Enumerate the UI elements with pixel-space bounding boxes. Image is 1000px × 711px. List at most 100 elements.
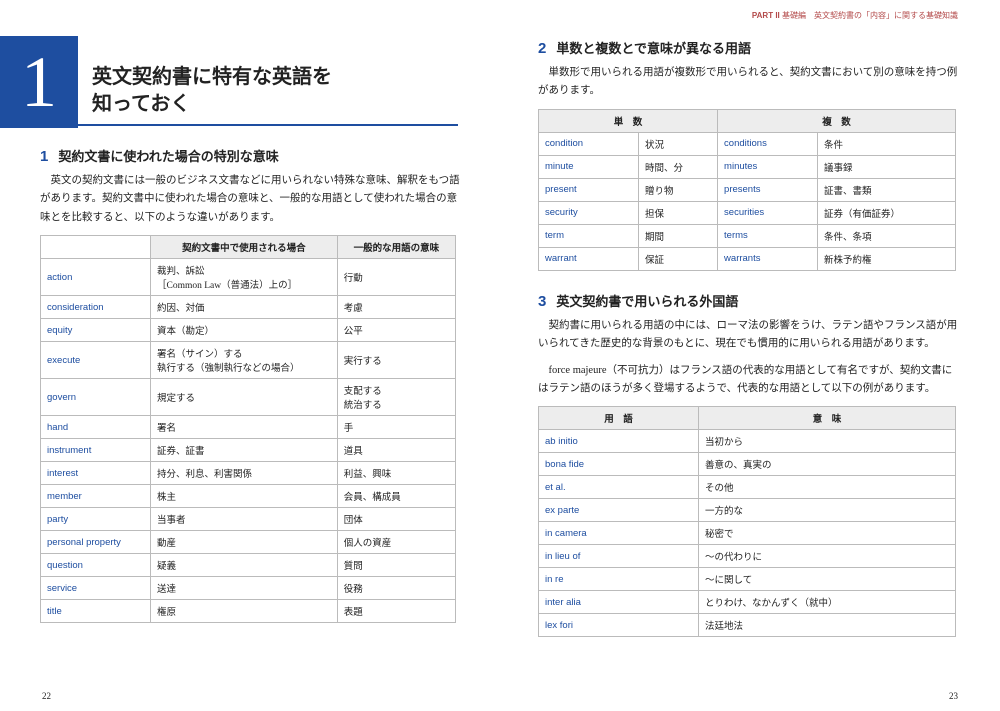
table1-c2: 表題 — [337, 600, 455, 623]
table1-term: govern — [41, 379, 151, 416]
table3-term: in lieu of — [539, 545, 699, 568]
table-row: hand署名手 — [41, 416, 456, 439]
table3-h1: 意 味 — [699, 407, 956, 430]
table2-p-term: minutes — [718, 155, 818, 178]
table2-s-term: present — [539, 178, 639, 201]
table-row: in lieu of～の代わりに — [539, 545, 956, 568]
table1-c1: 当事者 — [151, 508, 338, 531]
table3-mean: 一方的な — [699, 499, 956, 522]
table-row: minute時間、分minutes議事録 — [539, 155, 956, 178]
table-row: govern規定する支配する統治する — [41, 379, 456, 416]
table3-term: inter alia — [539, 591, 699, 614]
table1-c2: 公平 — [337, 319, 455, 342]
table-row: member株主会員、構成員 — [41, 485, 456, 508]
table1-term: instrument — [41, 439, 151, 462]
section-3-header: 3 英文契約書で用いられる外国語 — [538, 291, 958, 311]
table1-term: consideration — [41, 296, 151, 319]
table3-mean: ～に関して — [699, 568, 956, 591]
table1-c1: 署名（サイン）する執行する（強制執行などの場合） — [151, 342, 338, 379]
table1-h0 — [41, 236, 151, 259]
table1-h2: 一般的な用語の意味 — [337, 236, 455, 259]
table-row: inter aliaとりわけ、なかんずく（就中） — [539, 591, 956, 614]
table1-c1: 裁判、訴訟［Common Law（普通法）上の］ — [151, 259, 338, 296]
table1-c2: 利益、興味 — [337, 462, 455, 485]
table1-c1: 持分、利息、利害関係 — [151, 462, 338, 485]
table-row: lex fori法廷地法 — [539, 614, 956, 637]
table-sec2: 単 数複 数condition状況conditions条件minute時間、分m… — [538, 109, 956, 271]
table-row: instrument証券、証書道具 — [41, 439, 456, 462]
table2-s-mean: 贈り物 — [639, 178, 718, 201]
table1-term: interest — [41, 462, 151, 485]
table1-c2: 道具 — [337, 439, 455, 462]
table2-s-term: warrant — [539, 247, 639, 270]
section-3-para1: 契約書に用いられる用語の中には、ローマ法の影響をうけ、ラテン語やフランス語が用い… — [538, 317, 958, 354]
table-row: et al.その他 — [539, 476, 956, 499]
table-row: security担保securities証券（有価証券） — [539, 201, 956, 224]
table2-p-mean: 条件 — [818, 132, 956, 155]
table1-c1: 約因、対価 — [151, 296, 338, 319]
table1-c1: 疑義 — [151, 554, 338, 577]
table1-term: question — [41, 554, 151, 577]
chapter-title-line2: 知っておく — [92, 93, 190, 115]
running-part: PART II — [752, 11, 780, 20]
table-row: condition状況conditions条件 — [539, 132, 956, 155]
table2-p-mean: 証書、書類 — [818, 178, 956, 201]
table2-h-plur: 複 数 — [718, 109, 956, 132]
table2-s-term: condition — [539, 132, 639, 155]
section-3-title: 英文契約書で用いられる外国語 — [556, 294, 738, 309]
table1-term: member — [41, 485, 151, 508]
table2-s-mean: 状況 — [639, 132, 718, 155]
table2-p-mean: 議事録 — [818, 155, 956, 178]
table-row: title権原表題 — [41, 600, 456, 623]
table1-c1: 送達 — [151, 577, 338, 600]
table1-c1: 権原 — [151, 600, 338, 623]
page-spread: 1 英文契約書に特有な英語を 知っておく 1 契約文書に使われた場合の特別な意味… — [0, 0, 1000, 711]
table-row: equity資本（勘定）公平 — [41, 319, 456, 342]
table-row: party当事者団体 — [41, 508, 456, 531]
table3-term: lex fori — [539, 614, 699, 637]
table2-p-term: warrants — [718, 247, 818, 270]
table2-p-mean: 新株予約権 — [818, 247, 956, 270]
table-sec3: 用 語意 味ab initio当初からbona fide善意の、真実のet al… — [538, 406, 956, 637]
section-2-header: 2 単数と複数とで意味が異なる用語 — [538, 38, 958, 58]
table1-c1: 証券、証書 — [151, 439, 338, 462]
section-1-title: 契約文書に使われた場合の特別な意味 — [58, 149, 278, 164]
table-row: interest持分、利息、利害関係利益、興味 — [41, 462, 456, 485]
table2-s-term: term — [539, 224, 639, 247]
table1-c1: 署名 — [151, 416, 338, 439]
section-3-para2: force majeure（不可抗力）はフランス語の代表的な用語として有名ですが… — [538, 362, 958, 399]
table1-term: personal property — [41, 531, 151, 554]
table3-mean: 法廷地法 — [699, 614, 956, 637]
table1-term: party — [41, 508, 151, 531]
page-number-left: 22 — [42, 691, 51, 701]
table2-s-term: security — [539, 201, 639, 224]
running-head: PART II 基礎編 英文契約書の「内容」に関する基礎知識 — [752, 10, 958, 21]
running-text: 基礎編 英文契約書の「内容」に関する基礎知識 — [782, 11, 958, 20]
table-row: term期間terms条件、条項 — [539, 224, 956, 247]
table-row: bona fide善意の、真実の — [539, 453, 956, 476]
table3-term: et al. — [539, 476, 699, 499]
table3-term: bona fide — [539, 453, 699, 476]
table2-s-mean: 期間 — [639, 224, 718, 247]
table1-term: hand — [41, 416, 151, 439]
table1-term: action — [41, 259, 151, 296]
section-2-num: 2 — [538, 40, 546, 57]
section-1-header: 1 契約文書に使われた場合の特別な意味 — [40, 146, 462, 166]
table1-c2: 手 — [337, 416, 455, 439]
table-row: in camera秘密で — [539, 522, 956, 545]
chapter-title-box: 英文契約書に特有な英語を 知っておく — [78, 56, 458, 126]
section-2-title: 単数と複数とで意味が異なる用語 — [556, 41, 751, 56]
table3-mean: とりわけ、なかんずく（就中） — [699, 591, 956, 614]
table2-s-mean: 保証 — [639, 247, 718, 270]
table1-h1: 契約文書中で使用される場合 — [151, 236, 338, 259]
table2-p-mean: 証券（有価証券） — [818, 201, 956, 224]
table-row: in re～に関して — [539, 568, 956, 591]
page-right: PART II 基礎編 英文契約書の「内容」に関する基礎知識 2 単数と複数とで… — [500, 0, 1000, 711]
table-row: question疑義質問 — [41, 554, 456, 577]
table3-term: in camera — [539, 522, 699, 545]
table1-c2: 会員、構成員 — [337, 485, 455, 508]
table1-term: service — [41, 577, 151, 600]
chapter-header: 1 英文契約書に特有な英語を 知っておく — [0, 36, 462, 128]
table3-term: in re — [539, 568, 699, 591]
table1-term: equity — [41, 319, 151, 342]
